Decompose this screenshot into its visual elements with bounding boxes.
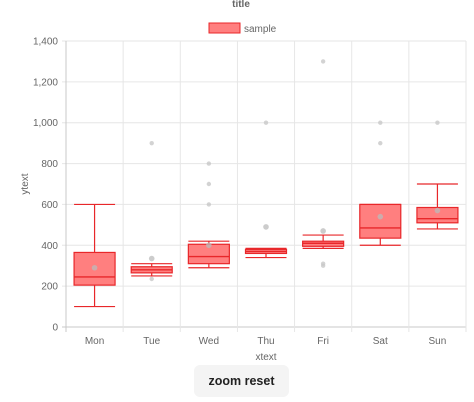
outlier-point: [378, 120, 383, 125]
mean-marker: [148, 255, 155, 262]
box-group: [73, 203, 116, 308]
y-axis-label: ytext: [20, 173, 31, 194]
mean-marker: [91, 264, 98, 271]
chart-title: title: [232, 0, 250, 10]
box-group: [302, 59, 345, 268]
mean-marker: [434, 207, 441, 214]
y-axis: 0 200 400 600 800 1,000 1,200 1,400: [33, 37, 58, 334]
mean-marker: [377, 213, 384, 220]
outlier-point: [206, 202, 212, 207]
zoom-reset-button[interactable]: zoom reset: [194, 365, 289, 397]
outlier-point: [263, 120, 269, 125]
outlier-point: [320, 263, 326, 268]
mean-marker: [320, 228, 326, 234]
mean-marker: [206, 242, 212, 249]
x-tick-label: Thu: [257, 336, 274, 347]
outlier-point: [435, 120, 440, 125]
box-group: [130, 140, 173, 282]
box-group: [359, 120, 402, 246]
x-tick-label: Sun: [429, 336, 447, 347]
y-tick-label: 400: [41, 241, 58, 252]
x-axis-label: xtext: [255, 352, 276, 363]
legend-label: sample: [244, 24, 277, 35]
x-tick-label: Fri: [317, 336, 329, 347]
outlier-point: [206, 161, 212, 166]
outlier-point: [378, 140, 383, 146]
plot-area: [73, 59, 459, 308]
x-tick-label: Sat: [373, 336, 388, 347]
box-group: [244, 120, 288, 259]
outlier-point: [320, 59, 326, 64]
x-tick-label: Mon: [85, 336, 104, 347]
y-tick-label: 800: [41, 159, 58, 170]
x-axis: Mon Tue Wed Thu Fri Sat Sun: [85, 336, 446, 347]
legend[interactable]: sample: [208, 22, 277, 35]
y-tick-label: 0: [52, 323, 58, 334]
x-tick-label: Tue: [143, 336, 160, 347]
y-tick-label: 1,400: [33, 37, 58, 48]
y-tick-label: 1,000: [33, 118, 58, 129]
box-iqr: [359, 203, 402, 239]
box-group: [416, 120, 459, 230]
y-tick-label: 600: [41, 200, 58, 211]
outlier-point: [149, 276, 154, 282]
grid: [62, 40, 467, 332]
mean-marker: [263, 224, 269, 230]
outlier-point: [206, 181, 212, 187]
y-tick-label: 200: [41, 282, 58, 293]
box-group: [187, 161, 230, 269]
outlier-point: [149, 140, 154, 146]
x-tick-label: Wed: [199, 336, 219, 347]
legend-swatch: [208, 22, 241, 34]
y-tick-label: 1,200: [33, 77, 58, 88]
